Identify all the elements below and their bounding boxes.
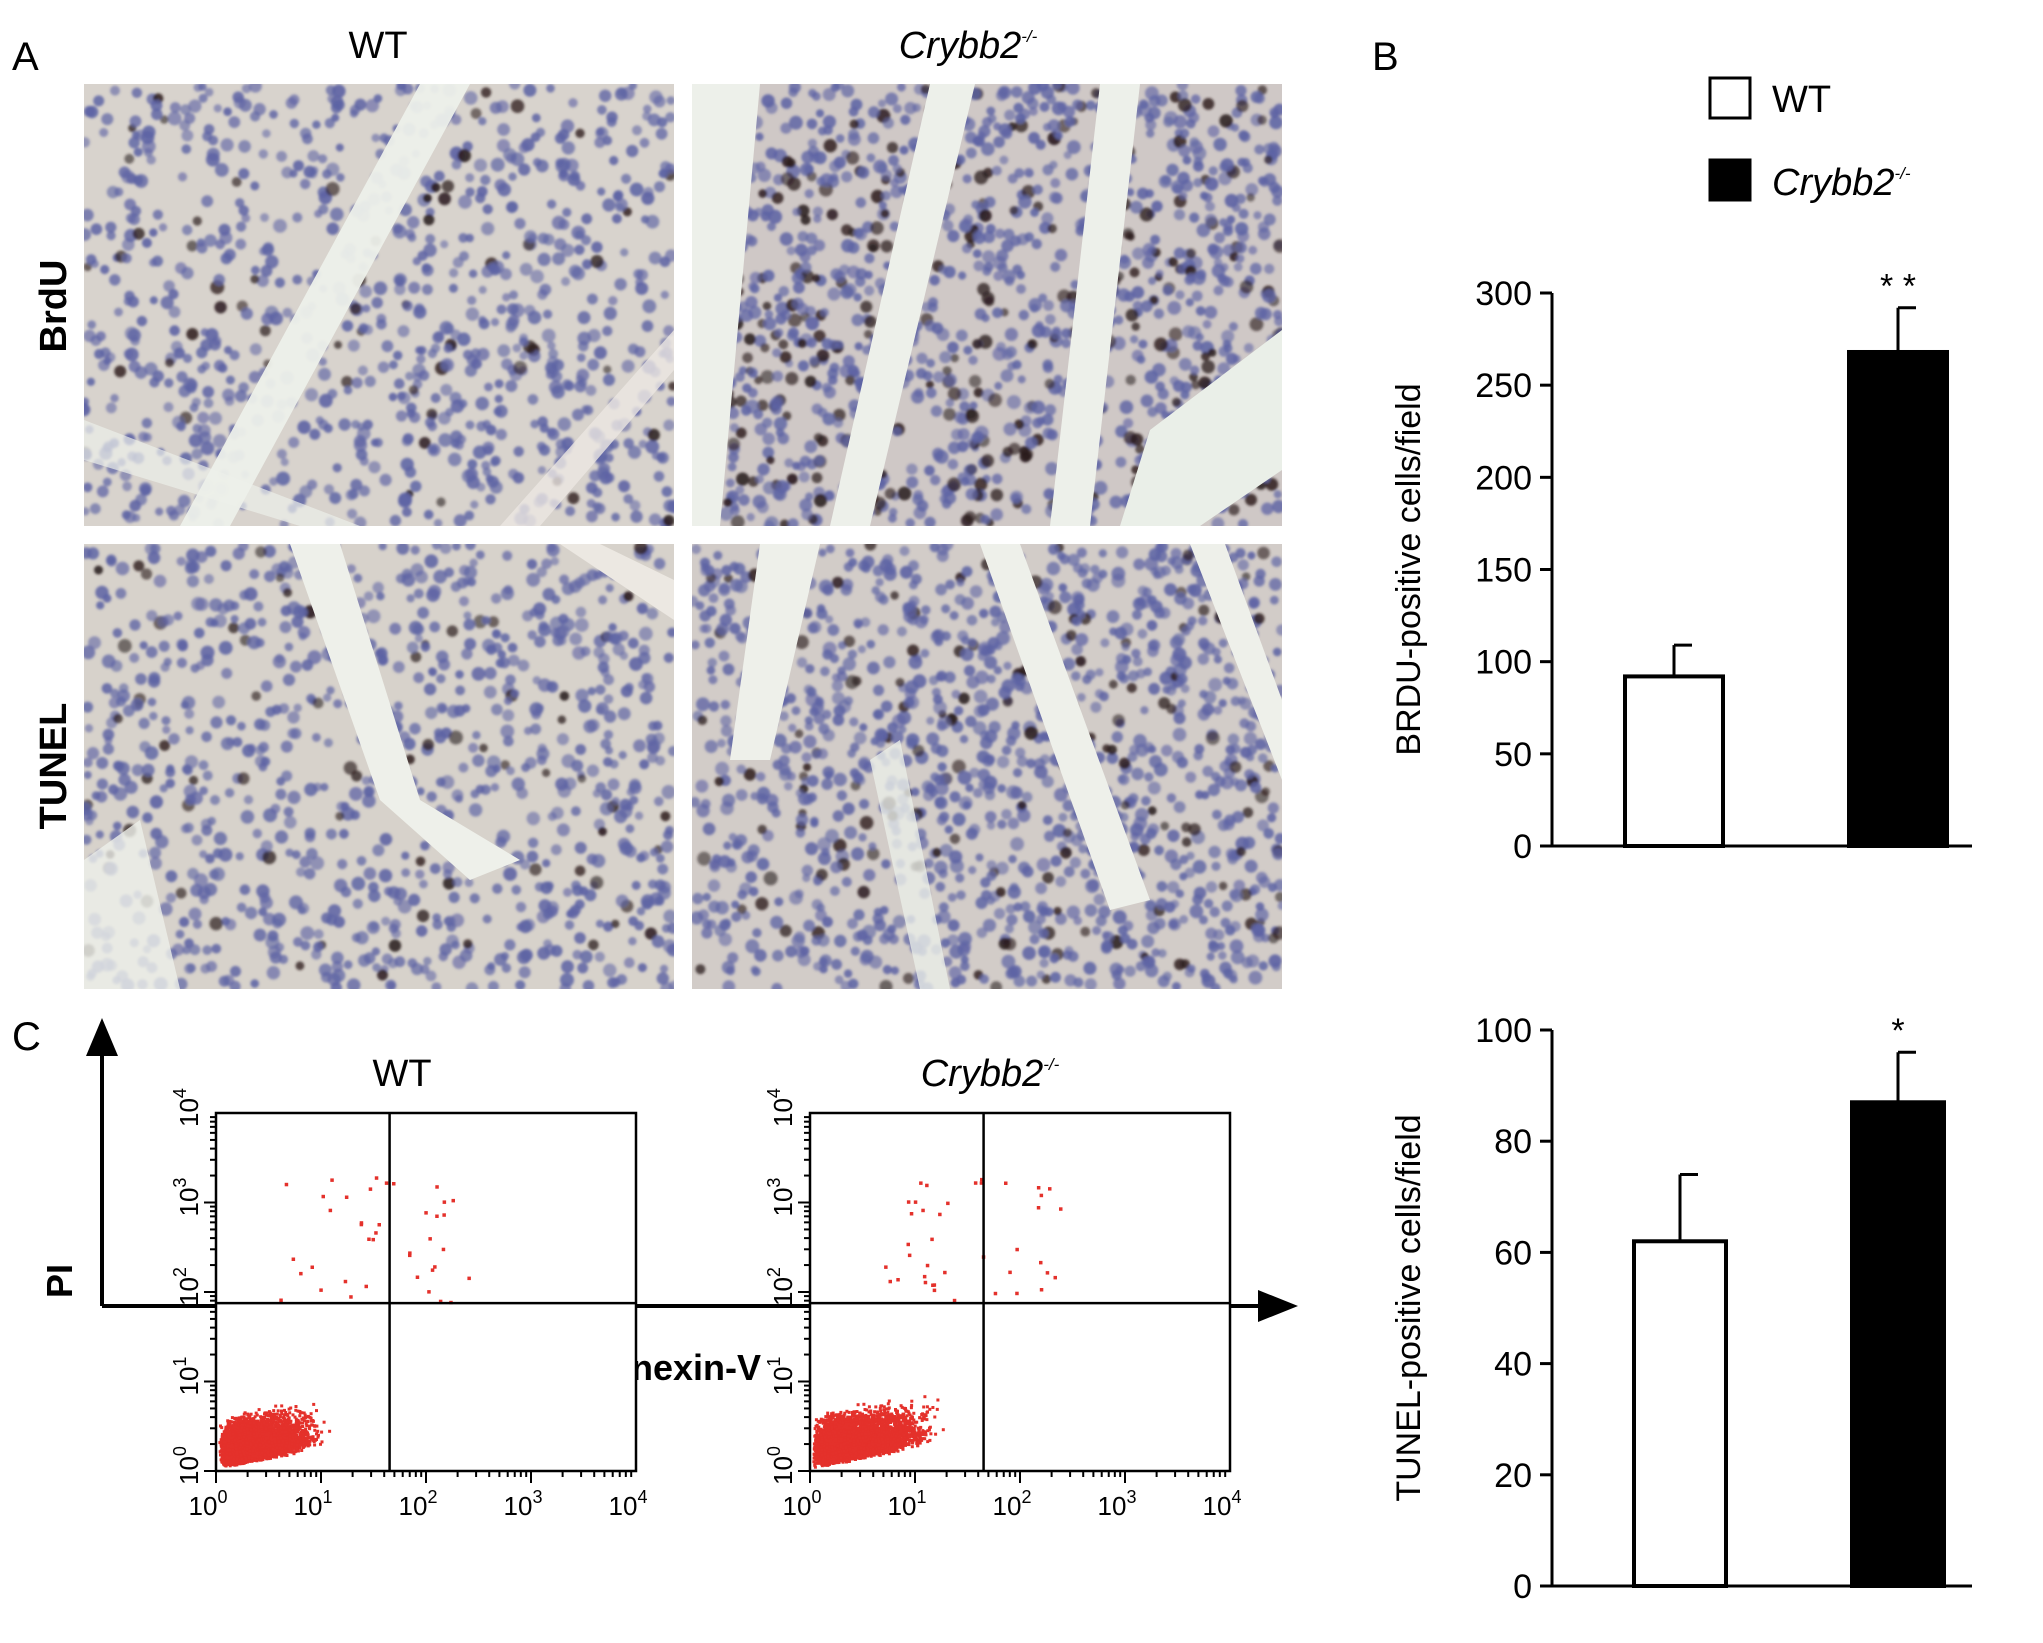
panel-c-label: C	[12, 1015, 41, 1059]
x-tick-label: 102	[993, 1487, 1032, 1521]
y-axis-title: TUNEL-positive cells/field	[1390, 1114, 1428, 1501]
micrograph-ko-brdu	[692, 84, 1282, 526]
row-brdu-label: BrdU	[33, 260, 75, 353]
col-wt-title: WT	[348, 25, 407, 67]
y-tick-label: 100	[764, 1446, 798, 1485]
x-tick-label: 103	[1098, 1487, 1137, 1521]
y-tick-label: 0	[1513, 1568, 1532, 1606]
legend-ko-swatch	[1708, 158, 1752, 202]
y-tick-label: 200	[1475, 459, 1532, 497]
x-tick-label: 101	[888, 1487, 927, 1521]
y-tick-label: 40	[1494, 1346, 1532, 1384]
micrograph-wt-brdu	[84, 84, 674, 526]
y-tick-label: 100	[1475, 1012, 1532, 1050]
bar	[1632, 1239, 1728, 1589]
y-tick-label: 60	[1494, 1234, 1532, 1272]
panel-a-label: A	[12, 35, 39, 79]
legend-ko-label: Crybb2-/-	[1772, 162, 1911, 204]
x-tick-label: 100	[783, 1487, 822, 1521]
col-ko-title: Crybb2-/-	[899, 25, 1038, 67]
x-tick-label: 101	[294, 1487, 333, 1521]
y-tick-label: 102	[764, 1267, 798, 1306]
y-tick-label: 20	[1494, 1457, 1532, 1495]
y-tick-label: 50	[1494, 736, 1532, 774]
x-tick-label: 102	[399, 1487, 438, 1521]
x-tick-label: 104	[609, 1487, 648, 1521]
tunel-bar-chart: 0 20 40 60 80 100 TUNEL-positive cells/field *	[1390, 1012, 1972, 1606]
y-tick-label: 103	[764, 1178, 798, 1217]
y-tick-label: 150	[1475, 552, 1532, 590]
flow-wt-title: WT	[372, 1053, 431, 1095]
x-tick-label: 100	[189, 1487, 228, 1521]
y-axis-label: PI	[39, 1264, 80, 1298]
y-tick-label: 104	[764, 1088, 798, 1127]
panel-b-label: B	[1372, 35, 1399, 79]
legend-wt-swatch	[1708, 76, 1752, 120]
bar	[1847, 349, 1949, 848]
micrograph-wt-tunel	[84, 544, 674, 989]
y-tick-label: 300	[1475, 275, 1532, 313]
y-axis-title: BRDU-positive cells/field	[1390, 383, 1428, 755]
flow-ko-title: Crybb2-/-	[921, 1053, 1060, 1095]
legend-wt-label: WT	[1772, 79, 1831, 121]
brdu-bar-chart: 0 50 100 150 200 250 300 BRDU-positive cells/fi…	[1390, 268, 1972, 866]
significance-marker: *	[1891, 1012, 1904, 1050]
x-tick-label: 104	[1203, 1487, 1242, 1521]
event-dots	[812, 1177, 1063, 1469]
bar	[1850, 1100, 1946, 1589]
y-tick-label: 250	[1475, 367, 1532, 405]
significance-marker: * *	[1880, 268, 1916, 306]
y-tick-label: 100	[170, 1446, 204, 1485]
y-tick-label: 80	[1494, 1123, 1532, 1161]
y-tick-label: 104	[170, 1088, 204, 1127]
y-tick-label: 100	[1475, 644, 1532, 682]
row-tunel-label: TUNEL	[33, 703, 75, 830]
y-tick-label: 102	[170, 1267, 204, 1306]
event-dots	[218, 1176, 471, 1468]
x-tick-label: 103	[504, 1487, 543, 1521]
y-tick-label: 101	[764, 1357, 798, 1396]
bar	[1623, 674, 1725, 848]
y-tick-label: 0	[1513, 828, 1532, 866]
y-tick-label: 101	[170, 1357, 204, 1396]
micrograph-ko-tunel	[692, 544, 1282, 989]
y-tick-label: 103	[170, 1178, 204, 1217]
